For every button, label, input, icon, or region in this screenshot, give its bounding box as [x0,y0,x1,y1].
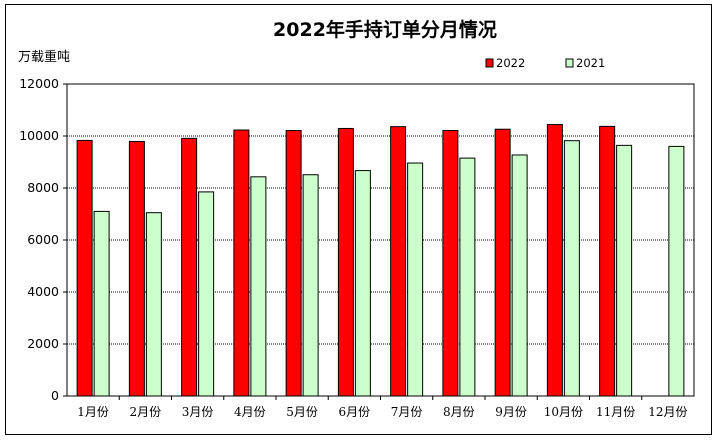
bar-2022-10 [546,124,563,397]
y-tick-label-4: 8000 [27,180,59,195]
legend-swatch-2021 [565,58,574,68]
x-tick-label-2: 2月份 [130,405,162,419]
bar-2021-3 [198,191,215,397]
x-tick-label-4: 4月份 [234,405,266,419]
bar-2021-1 [93,210,110,397]
x-tick-label-1: 1月份 [77,405,109,419]
bar-2022-8 [442,130,459,397]
bar-2021-5 [302,174,319,397]
bar-2021-6 [354,170,371,397]
bar-2021-2 [145,212,162,397]
x-tick-label-5: 5月份 [286,405,318,419]
legend-label-2022: 2022 [496,56,525,70]
x-tick-label-9: 9月份 [495,405,527,419]
bar-2021-11 [616,144,633,397]
bar-2021-4 [250,176,267,397]
bar-2022-6 [337,127,354,397]
bar-2022-3 [181,137,198,397]
bar-2021-12 [668,145,685,397]
y-tick-label-6: 12000 [19,76,59,91]
y-axis-ticks: 0 2000 4000 6000 8000 10000 12000 [19,76,67,403]
gridlines [67,135,694,345]
bar-2022-11 [599,125,616,397]
bar-2022-5 [285,130,302,397]
bar-2021-8 [459,157,476,397]
x-tick-label-10: 10月份 [544,405,583,419]
bar-2022-9 [494,128,511,397]
y-tick-label-5: 10000 [19,128,59,143]
x-tick-label-7: 7月份 [391,405,423,419]
x-tick-label-12: 12月份 [648,405,687,419]
y-tick-label-1: 2000 [27,336,59,351]
x-axis-ticks: 1月份 2月份 3月份 4月份 5月份 6月份 7月份 8月份 9月份 10月份 11月份 12月份 [77,396,688,419]
bar-2022-7 [390,126,407,397]
y-axis-unit-label: 万载重吨 [18,49,70,65]
bar-2022-2 [128,140,145,397]
x-tick-label-6: 6月份 [339,405,371,419]
y-tick-label-3: 6000 [27,232,59,247]
x-tick-label-8: 8月份 [443,405,475,419]
y-tick-label-2: 4000 [27,284,59,299]
legend: 2022 2021 [485,56,605,70]
legend-label-2021: 2021 [576,56,605,70]
bar-2021-9 [511,154,528,397]
bar-2022-4 [233,129,250,397]
y-tick-label-0: 0 [51,388,59,403]
x-tick-label-3: 3月份 [182,405,214,419]
bar-2022-1 [76,139,93,397]
bar-2021-10 [563,140,580,397]
bars [76,124,685,397]
x-tick-label-11: 11月份 [596,405,635,419]
chart-title: 2022年手持订单分月情况 [273,18,497,41]
legend-swatch-2022 [485,58,494,68]
bar-2021-7 [407,162,424,397]
